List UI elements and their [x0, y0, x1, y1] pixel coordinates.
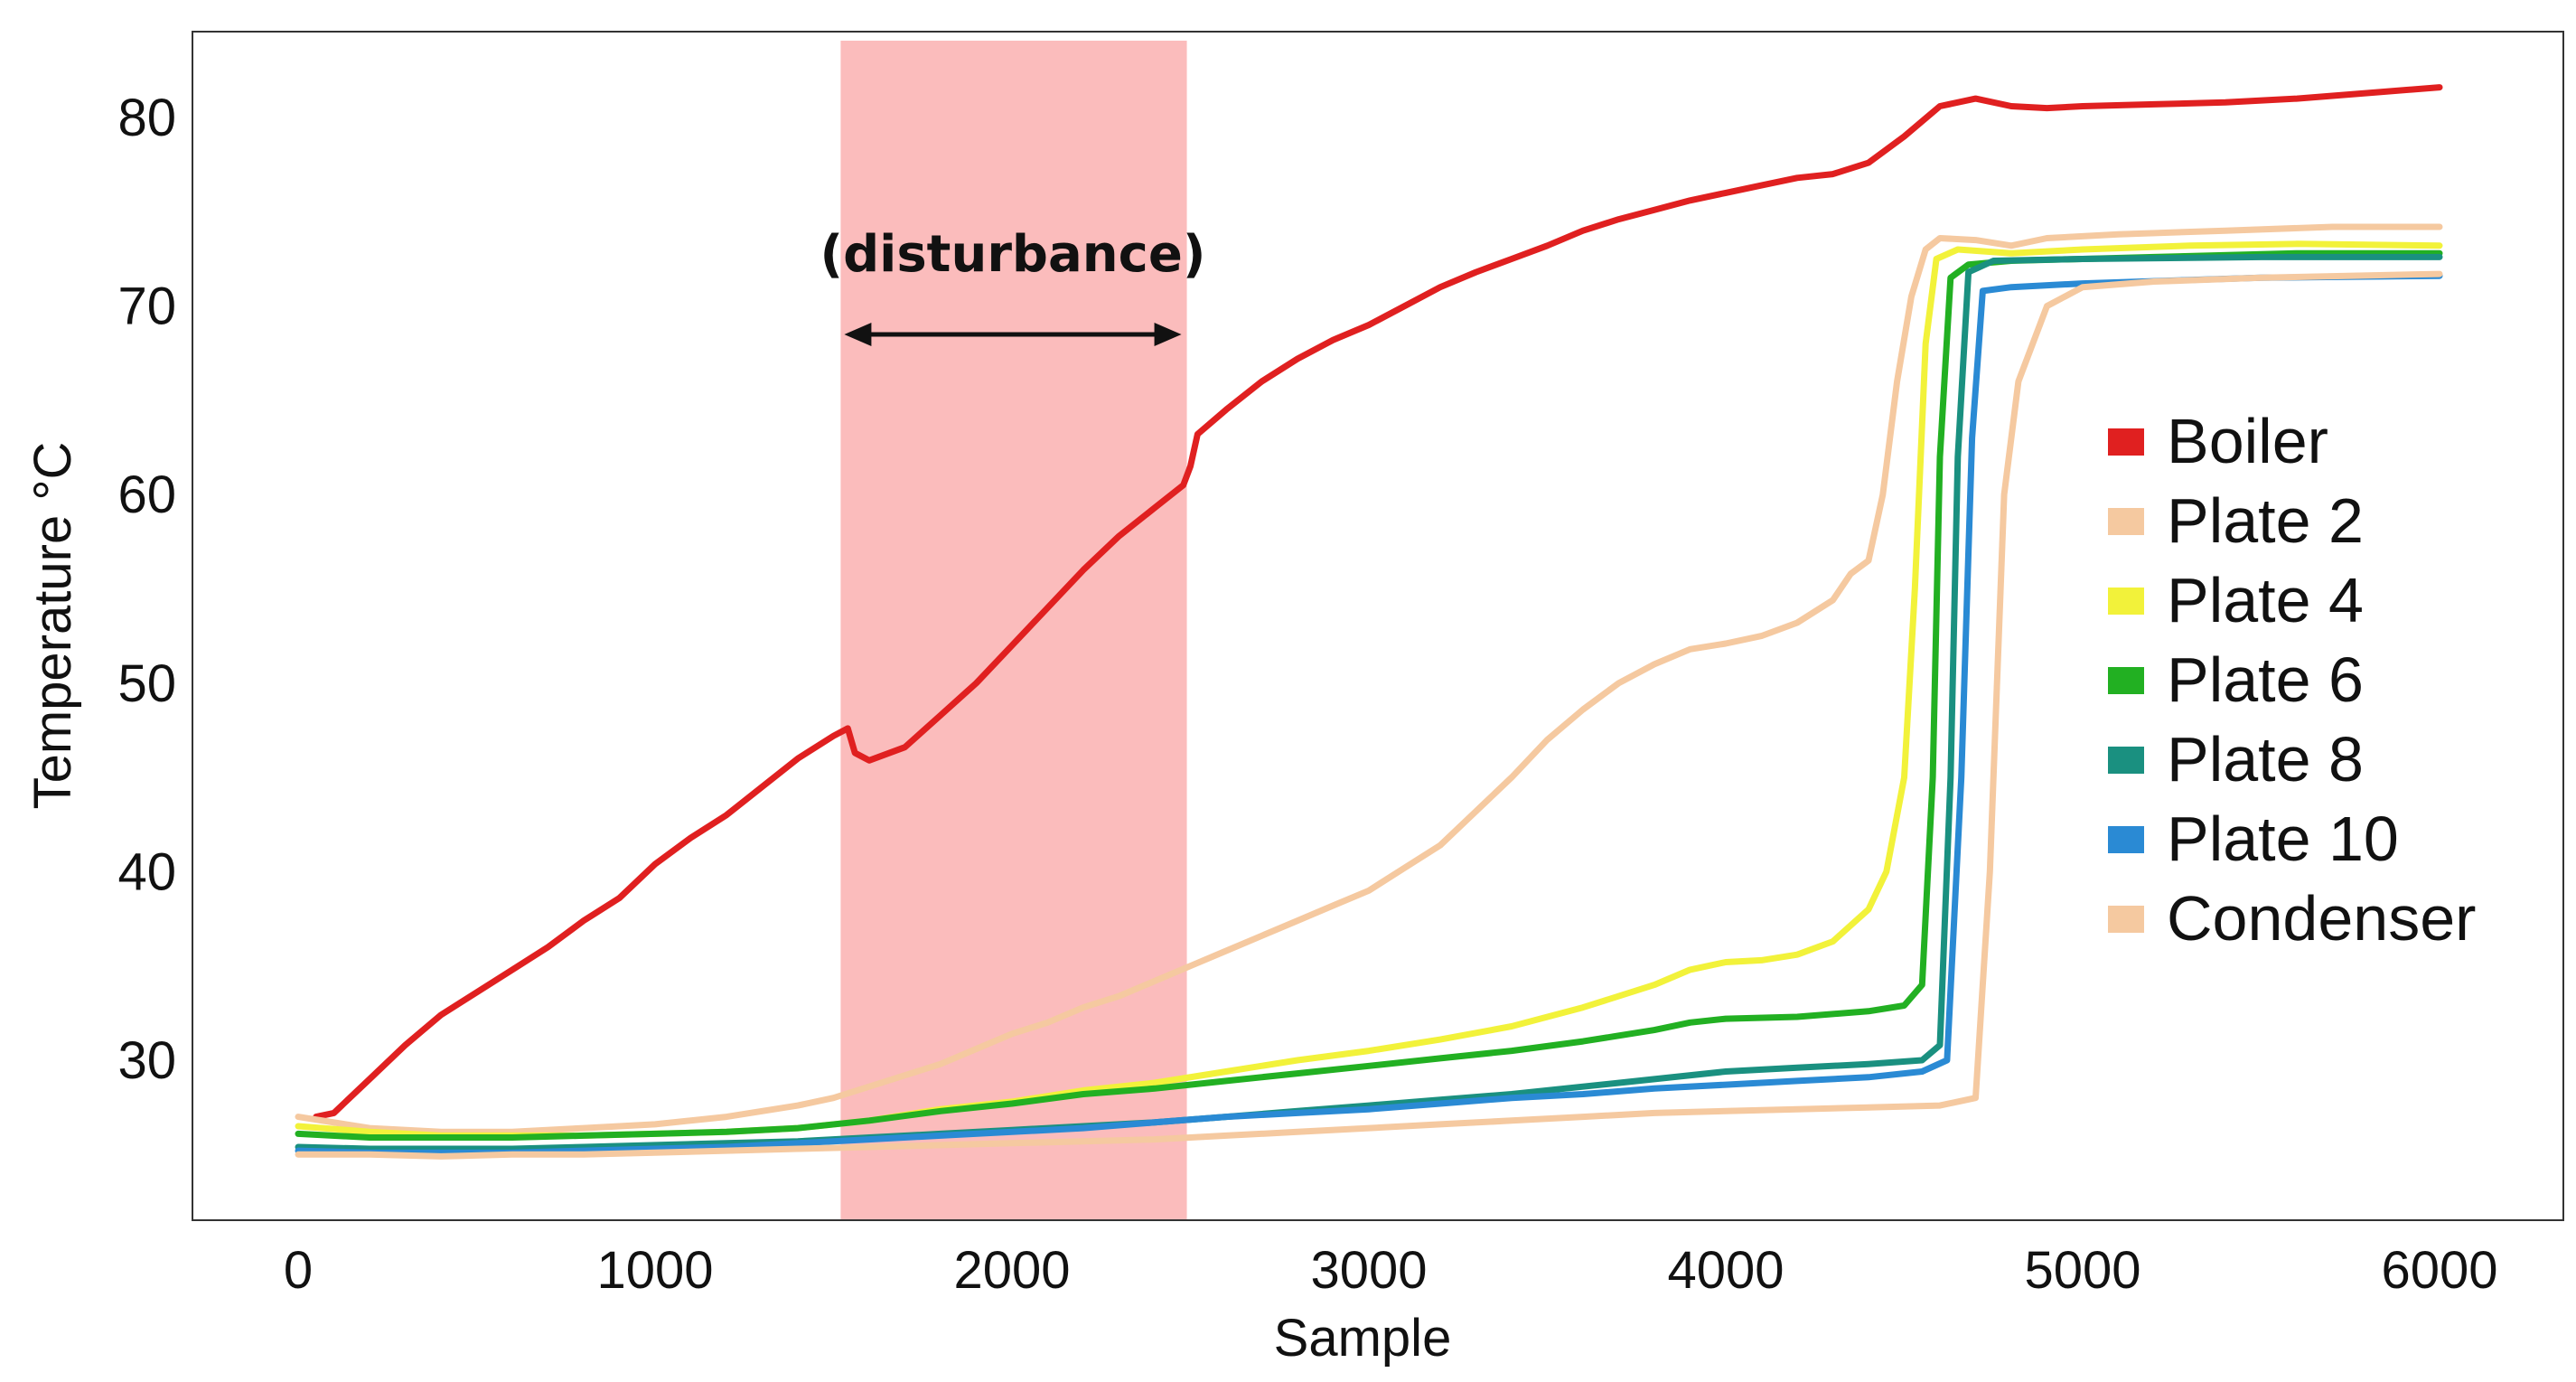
y-tick-label: 60: [117, 465, 176, 524]
legend-swatch: [2108, 906, 2144, 933]
legend-swatch: [2108, 667, 2144, 694]
x-tick-label: 3000: [1310, 1241, 1427, 1300]
series-line-boiler: [313, 84, 2443, 1121]
plot-frame: [192, 31, 2564, 1221]
legend-swatch: [2108, 508, 2144, 535]
series-line-plate-2: [295, 223, 2443, 1135]
x-tick-label: 1000: [596, 1241, 713, 1300]
y-tick-label: 80: [117, 89, 176, 147]
y-tick-label: 50: [117, 654, 176, 713]
legend-label: Plate 10: [2167, 804, 2399, 874]
legend-label: Condenser: [2167, 883, 2476, 954]
x-tick-label: 2000: [953, 1241, 1070, 1300]
y-tick-label: 30: [117, 1031, 176, 1090]
legend-swatch: [2108, 747, 2144, 774]
legend-label: Boiler: [2167, 406, 2328, 476]
series-line-condenser: [295, 270, 2443, 1160]
x-tick-label: 6000: [2381, 1241, 2497, 1300]
y-axis-title: Temperature °C: [23, 442, 82, 810]
legend-label: Plate 4: [2167, 565, 2364, 635]
legend-label: Plate 8: [2167, 724, 2364, 794]
disturbance-label: (disturbance): [820, 225, 1205, 284]
disturbance-region: [840, 41, 1187, 1220]
y-tick-label: 40: [117, 842, 176, 901]
arrow-head-right: [1154, 323, 1182, 346]
x-tick-label: 4000: [1667, 1241, 1784, 1300]
legend-swatch: [2108, 428, 2144, 456]
y-tick-label: 70: [117, 277, 176, 336]
legend-swatch: [2108, 826, 2144, 853]
x-tick-label: 5000: [2024, 1241, 2140, 1300]
series-line-plate-6: [295, 249, 2443, 1141]
legend-label: Plate 6: [2167, 644, 2364, 715]
series-line-plate-10: [295, 272, 2443, 1156]
legend: Boiler Plate 2 Plate 4 Plate 6 Plate 8 Plate …: [2108, 406, 2476, 954]
x-axis-title: Sample: [1274, 1309, 1452, 1368]
x-tick-label: 0: [284, 1241, 313, 1300]
legend-swatch: [2108, 588, 2144, 615]
legend-label: Plate 2: [2167, 485, 2364, 556]
arrow-head-left: [844, 323, 872, 346]
series-line-plate-8: [295, 253, 2443, 1152]
